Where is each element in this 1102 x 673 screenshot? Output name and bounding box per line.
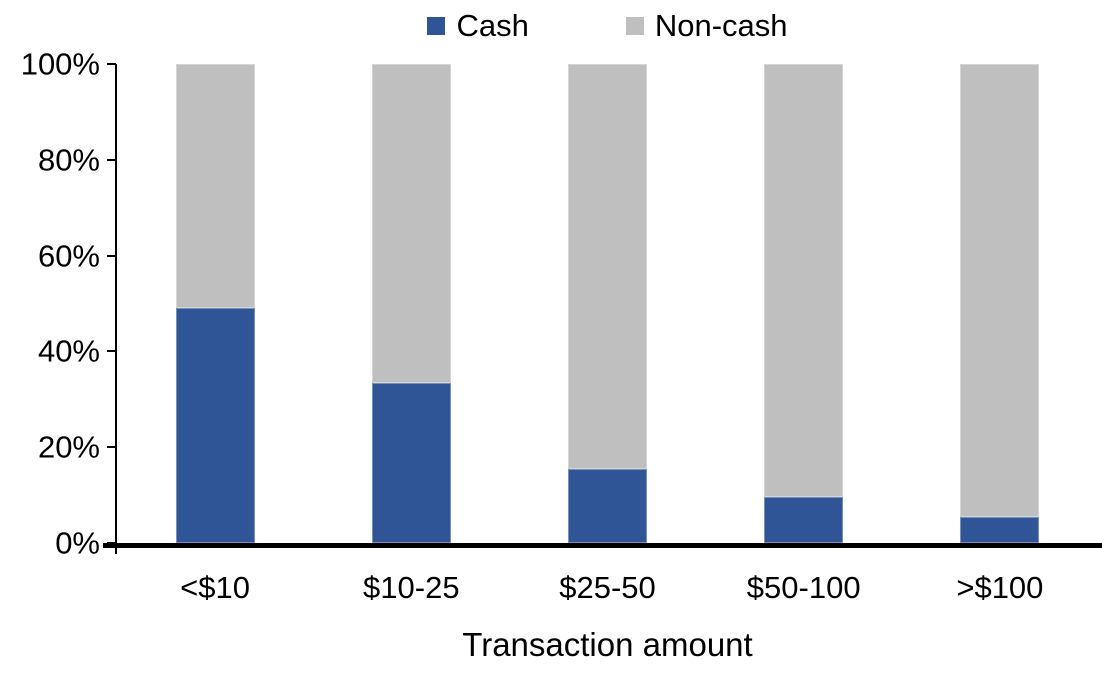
y-tick-label: 0% xyxy=(55,525,100,561)
y-tick-mark xyxy=(107,158,116,161)
bar-stack xyxy=(568,64,647,543)
y-tick-label: 80% xyxy=(37,142,100,178)
bar-segment-cash xyxy=(568,468,647,543)
y-tick-mark xyxy=(107,446,116,449)
legend-label: Non-cash xyxy=(654,8,788,43)
legend-label: Cash xyxy=(456,8,529,43)
bar-segment-cash xyxy=(175,308,255,543)
y-tick-mark xyxy=(107,350,116,353)
legend: Cash Non-cash xyxy=(117,10,1098,41)
bar-stack xyxy=(960,64,1040,543)
legend-swatch-icon xyxy=(427,16,446,35)
bar-segment-non-cash xyxy=(371,64,451,383)
legend-swatch-icon xyxy=(625,16,644,35)
bar-stack xyxy=(371,64,451,543)
bar-stack xyxy=(764,64,844,543)
bar-segment-cash xyxy=(371,382,451,543)
bar-segment-non-cash xyxy=(175,64,255,309)
x-tick-label: $10-25 xyxy=(363,570,460,605)
bar-segment-non-cash xyxy=(568,64,647,469)
y-tick-label: 20% xyxy=(37,429,100,465)
y-tick-label: 60% xyxy=(37,238,100,274)
bar-segment-cash xyxy=(960,516,1040,543)
x-tick-label: <$10 xyxy=(180,570,251,605)
bar-segment-cash xyxy=(764,497,844,543)
y-tick-mark xyxy=(107,542,116,544)
legend-item-non-cash: Non-cash xyxy=(625,8,788,43)
x-axis-line xyxy=(103,543,1102,548)
bar-segment-non-cash xyxy=(960,64,1040,517)
x-tick-label: $50-100 xyxy=(746,570,861,605)
x-axis-title: Transaction amount xyxy=(462,626,753,663)
y-tick-label: 40% xyxy=(37,333,100,369)
y-tick-mark xyxy=(107,254,116,257)
bar-stack xyxy=(175,64,255,543)
x-tick-label: >$100 xyxy=(956,570,1044,605)
bar-segment-non-cash xyxy=(764,64,844,498)
legend-item-cash: Cash xyxy=(427,8,529,43)
x-tick-label: $25-50 xyxy=(559,570,656,605)
y-tick-label: 100% xyxy=(20,46,100,82)
plot-area xyxy=(117,64,1098,543)
y-tick-mark xyxy=(107,63,116,65)
y-axis-line xyxy=(115,64,117,554)
